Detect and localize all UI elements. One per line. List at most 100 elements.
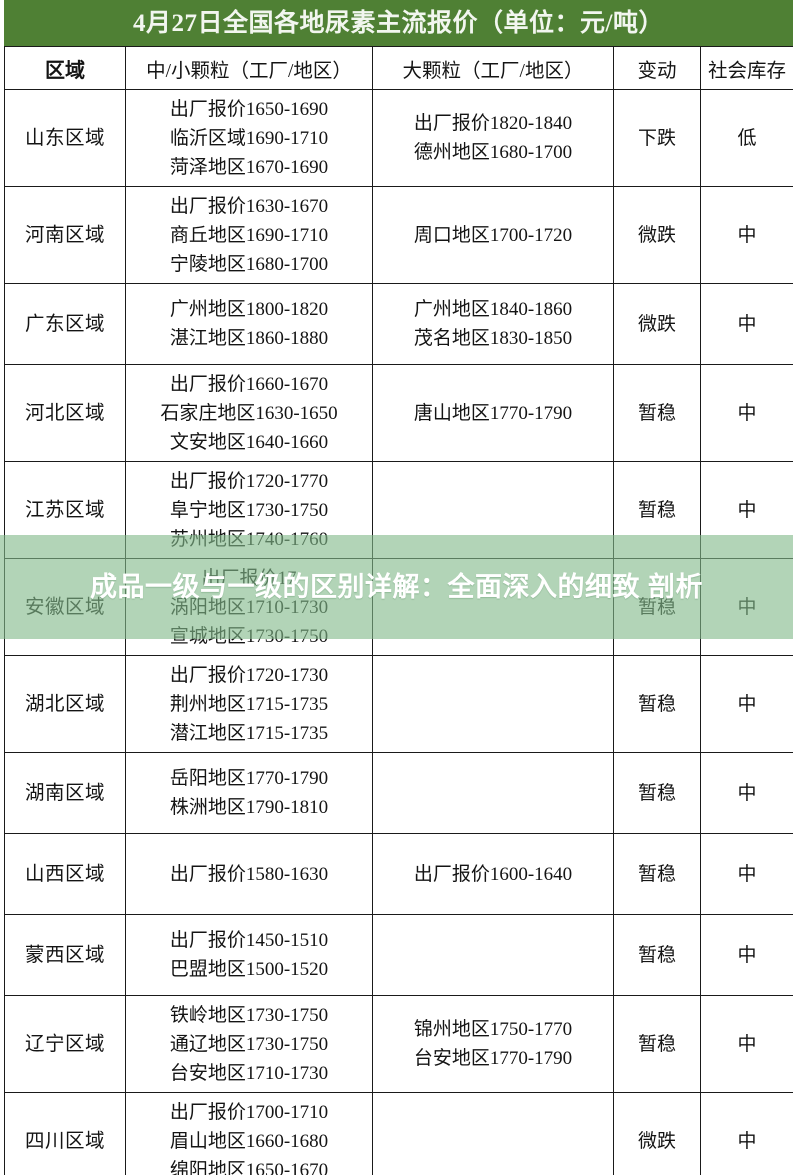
cell-large-granule: 锦州地区1750-1770 台安地区1770-1790 bbox=[372, 995, 614, 1093]
cell-region: 四川区域 bbox=[4, 1092, 126, 1175]
table-row: 江苏区域 出厂报价1720-1770 阜宁地区1730-1750 苏州地区1740-1… bbox=[4, 461, 793, 559]
cell-change: 暂稳 bbox=[613, 655, 701, 753]
table-row: 四川区域 出厂报价1700-1710 眉山地区1660-1680 绵阳地区1650-1… bbox=[4, 1092, 793, 1175]
cell-stock: 中 bbox=[700, 364, 793, 462]
price-line: 荆州地区1715-1735 bbox=[169, 693, 329, 715]
price-line: 广州地区1800-1820 bbox=[169, 299, 329, 320]
price-line: 文安地区1640-1660 bbox=[169, 431, 329, 453]
cell-stock: 中 bbox=[700, 558, 793, 656]
price-line: 潜江地区1715-1735 bbox=[169, 722, 329, 744]
price-line: 台安地区1710-1730 bbox=[169, 1062, 329, 1084]
cell-small-granule: 出厂报价17 涡阳地区1710-1730 宣城地区1730-1750 bbox=[125, 558, 373, 656]
cell-change: 暂稳 bbox=[613, 752, 701, 834]
price-line: 通辽地区1730-1750 bbox=[169, 1033, 329, 1055]
cell-change: 暂稳 bbox=[613, 461, 701, 559]
price-line: 出厂报价1660-1670 bbox=[169, 373, 329, 395]
table-row: 广东区域 广州地区1800-1820 湛江地区1860-1880 广州地区1840-1… bbox=[4, 283, 793, 365]
cell-small-granule: 出厂报价1630-1670 商丘地区1690-1710 宁陵地区1680-1700 bbox=[125, 186, 373, 284]
cell-small-granule: 出厂报价1650-1690 临沂区域1690-1710 菏泽地区1670-1690 bbox=[125, 89, 373, 187]
price-line: 锦州地区1750-1770 bbox=[413, 1019, 573, 1040]
cell-large-granule: 出厂报价1820-1840 德州地区1680-1700 bbox=[372, 89, 614, 187]
price-line: 广州地区1840-1860 bbox=[413, 299, 573, 320]
price-line: 菏泽地区1670-1690 bbox=[169, 156, 329, 178]
table-row: 河北区域 出厂报价1660-1670 石家庄地区1630-1650 文安地区1640-… bbox=[4, 364, 793, 462]
title-bar: 4月27日全国各地尿素主流报价（单位：元/吨） bbox=[4, 0, 793, 46]
cell-small-granule: 出厂报价1660-1670 石家庄地区1630-1650 文安地区1640-1660 bbox=[125, 364, 373, 462]
cell-stock: 中 bbox=[700, 995, 793, 1093]
table-body: 山东区域 出厂报价1650-1690 临沂区域1690-1710 菏泽地区1670-1… bbox=[4, 89, 793, 1175]
table-row: 蒙西区域 出厂报价1450-1510 巴盟地区1500-1520 暂稳中 bbox=[4, 914, 793, 996]
cell-small-granule: 岳阳地区1770-1790 株洲地区1790-1810 bbox=[125, 752, 373, 834]
cell-change: 微跌 bbox=[613, 1092, 701, 1175]
cell-change: 微跌 bbox=[613, 186, 701, 284]
price-line: 株洲地区1790-1810 bbox=[169, 797, 329, 818]
cell-stock: 中 bbox=[700, 283, 793, 365]
cell-large-granule bbox=[372, 558, 614, 656]
table-container: 区域 中/小颗粒（工厂/地区） 大颗粒（工厂/地区） 变动 社会库存 山东区域出… bbox=[4, 46, 793, 1175]
cell-region: 山西区域 bbox=[4, 833, 126, 915]
cell-stock: 中 bbox=[700, 833, 793, 915]
price-line: 巴盟地区1500-1520 bbox=[169, 959, 329, 980]
cell-large-granule: 唐山地区1770-1790 bbox=[372, 364, 614, 462]
price-line: 出厂报价1650-1690 bbox=[169, 98, 329, 120]
column-header-region: 区域 bbox=[4, 46, 126, 90]
cell-large-granule: 出厂报价1600-1640 bbox=[372, 833, 614, 915]
price-line: 茂名地区1830-1850 bbox=[413, 328, 573, 349]
table-row: 山东区域 出厂报价1650-1690 临沂区域1690-1710 菏泽地区1670-1… bbox=[4, 89, 793, 187]
cell-change: 暂稳 bbox=[613, 364, 701, 462]
cell-change: 暂稳 bbox=[613, 833, 701, 915]
cell-region: 广东区域 bbox=[4, 283, 126, 365]
price-line: 眉山地区1660-1680 bbox=[169, 1130, 329, 1152]
cell-region: 辽宁区域 bbox=[4, 995, 126, 1093]
cell-large-granule: 广州地区1840-1860 茂名地区1830-1850 bbox=[372, 283, 614, 365]
cell-small-granule: 出厂报价1450-1510 巴盟地区1500-1520 bbox=[125, 914, 373, 996]
cell-stock: 中 bbox=[700, 752, 793, 834]
table-row: 辽宁区域 铁岭地区1730-1750 通辽地区1730-1750 台安地区1710-1… bbox=[4, 995, 793, 1093]
table-row: 河南区域 出厂报价1630-1670 商丘地区1690-1710 宁陵地区1680-1… bbox=[4, 186, 793, 284]
price-line: 商丘地区1690-1710 bbox=[169, 224, 329, 246]
cell-region: 湖北区域 bbox=[4, 655, 126, 753]
price-line: 出厂报价1630-1670 bbox=[169, 195, 329, 217]
cell-region: 河南区域 bbox=[4, 186, 126, 284]
cell-large-granule bbox=[372, 914, 614, 996]
price-line: 出厂报价17 bbox=[201, 567, 297, 589]
cell-change: 微跌 bbox=[613, 283, 701, 365]
table-row: 安徽区域 出厂报价17 涡阳地区1710-1730 宣城地区1730-1750 暂稳中 bbox=[4, 558, 793, 656]
price-line: 台安地区1770-1790 bbox=[413, 1048, 573, 1069]
price-line: 唐山地区1770-1790 bbox=[413, 402, 573, 424]
price-line: 出厂报价1600-1640 bbox=[413, 863, 573, 885]
price-line: 岳阳地区1770-1790 bbox=[169, 768, 329, 789]
cell-large-granule bbox=[372, 1092, 614, 1175]
price-line: 铁岭地区1730-1750 bbox=[169, 1004, 329, 1026]
column-header-small-granule: 中/小颗粒（工厂/地区） bbox=[125, 46, 373, 90]
column-header-stock: 社会库存 bbox=[700, 46, 793, 90]
cell-small-granule: 铁岭地区1730-1750 通辽地区1730-1750 台安地区1710-1730 bbox=[125, 995, 373, 1093]
price-line: 临沂区域1690-1710 bbox=[169, 127, 329, 149]
table-row: 山西区域 出厂报价1580-1630 出厂报价1600-1640 暂稳中 bbox=[4, 833, 793, 915]
price-line: 绵阳地区1650-1670 bbox=[169, 1159, 329, 1175]
price-line: 涡阳地区1710-1730 bbox=[169, 596, 329, 618]
cell-large-granule bbox=[372, 752, 614, 834]
cell-small-granule: 广州地区1800-1820 湛江地区1860-1880 bbox=[125, 283, 373, 365]
column-header-change: 变动 bbox=[613, 46, 701, 90]
price-line: 德州地区1680-1700 bbox=[413, 142, 573, 163]
urea-price-table: 区域 中/小颗粒（工厂/地区） 大颗粒（工厂/地区） 变动 社会库存 山东区域出… bbox=[4, 46, 793, 1175]
table-header: 区域 中/小颗粒（工厂/地区） 大颗粒（工厂/地区） 变动 社会库存 bbox=[4, 46, 793, 90]
cell-small-granule: 出厂报价1720-1770 阜宁地区1730-1750 苏州地区1740-1760 bbox=[125, 461, 373, 559]
cell-stock: 中 bbox=[700, 186, 793, 284]
cell-stock: 中 bbox=[700, 914, 793, 996]
price-line: 出厂报价1720-1730 bbox=[169, 664, 329, 686]
cell-large-granule bbox=[372, 655, 614, 753]
cell-stock: 中 bbox=[700, 1092, 793, 1175]
header-row: 区域 中/小颗粒（工厂/地区） 大颗粒（工厂/地区） 变动 社会库存 bbox=[4, 46, 793, 90]
cell-region: 山东区域 bbox=[4, 89, 126, 187]
column-header-large-granule: 大颗粒（工厂/地区） bbox=[372, 46, 614, 90]
price-line: 湛江地区1860-1880 bbox=[169, 328, 329, 349]
cell-region: 河北区域 bbox=[4, 364, 126, 462]
price-line: 宁陵地区1680-1700 bbox=[169, 253, 329, 275]
cell-large-granule: 周口地区1700-1720 bbox=[372, 186, 614, 284]
cell-region: 蒙西区域 bbox=[4, 914, 126, 996]
price-line: 宣城地区1730-1750 bbox=[169, 625, 329, 647]
cell-stock: 中 bbox=[700, 655, 793, 753]
